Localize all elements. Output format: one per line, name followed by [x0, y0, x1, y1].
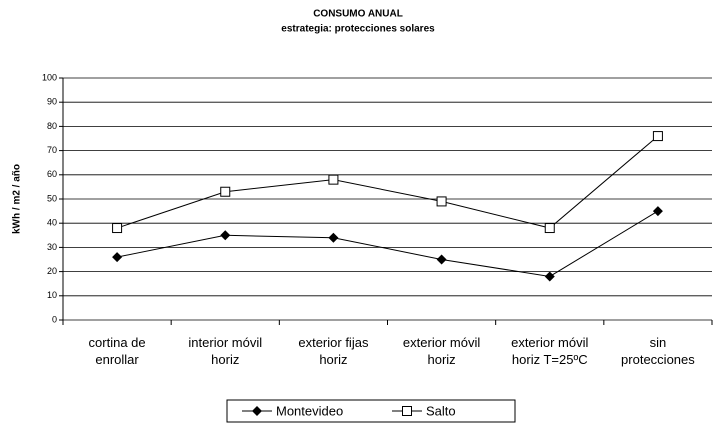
y-axis-label: kWh / m2 / año: [12, 164, 23, 234]
y-tick-label: 0: [52, 314, 57, 324]
y-tick-label: 50: [47, 193, 57, 203]
legend-marker: [402, 406, 412, 416]
point: [544, 271, 555, 282]
x-tick-label: exterior móvil horiz: [402, 335, 481, 367]
point: [220, 230, 231, 241]
point: [328, 174, 339, 185]
legend-label: Montevideo: [276, 403, 343, 418]
point: [544, 223, 555, 234]
x-tick-label: interior móvil horiz: [188, 335, 263, 367]
series-line: [116, 135, 659, 229]
y-tick-label: 70: [47, 145, 57, 155]
chart-title: CONSUMO ANUAL: [313, 9, 403, 20]
y-tick-label: 90: [47, 97, 57, 107]
point: [328, 232, 339, 243]
x-tick-label: exterior móvil horiz T=25ºC: [511, 335, 589, 367]
point: [436, 254, 447, 265]
y-tick-label: 100: [42, 72, 57, 82]
point: [652, 206, 663, 217]
y-tick-label: 80: [47, 121, 57, 131]
x-tick-label: sin protecciones: [621, 335, 695, 367]
x-tick-label: cortina de enrollar: [88, 335, 146, 367]
y-tick-label: 40: [47, 218, 57, 228]
point: [220, 186, 231, 197]
point: [112, 252, 123, 263]
legend-marker: [252, 406, 262, 416]
point: [652, 131, 663, 142]
y-tick-label: 60: [47, 169, 57, 179]
point: [436, 196, 447, 207]
y-tick-label: 20: [47, 266, 57, 276]
series-line: [116, 210, 659, 277]
y-tick-label: 10: [47, 290, 57, 300]
point: [112, 223, 123, 234]
x-tick-label: exterior fijas horiz: [298, 335, 369, 367]
chart-subtitle: estrategia: protecciones solares: [281, 24, 435, 35]
y-tick-label: 30: [47, 242, 57, 252]
legend-label: Salto: [426, 403, 456, 418]
legend-box: [226, 399, 516, 423]
